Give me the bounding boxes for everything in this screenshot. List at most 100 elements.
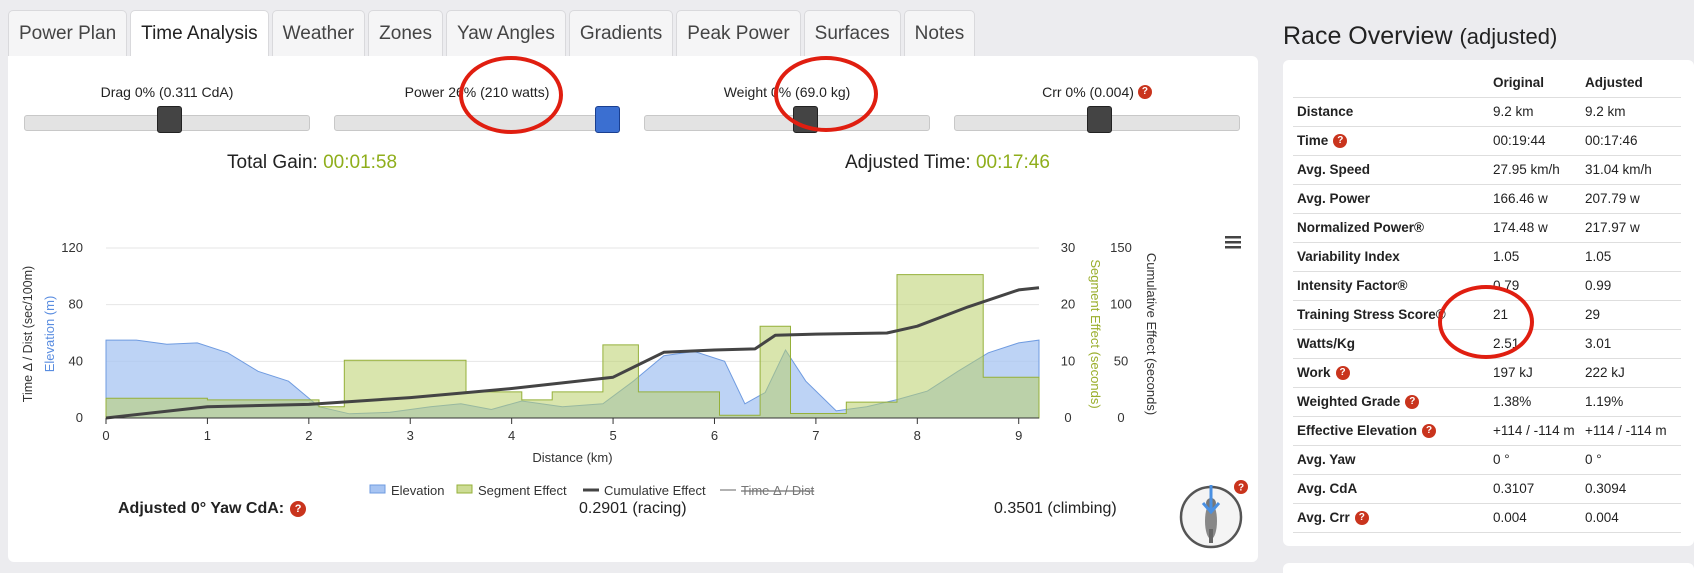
tab-zones[interactable]: Zones: [368, 10, 443, 56]
row-label: Avg. Yaw: [1297, 452, 1356, 467]
row-label: Work: [1297, 365, 1331, 380]
original-value: 0 °: [1489, 445, 1581, 475]
x-tick-label: 6: [711, 428, 718, 443]
table-header-row: Original Adjusted: [1293, 68, 1681, 98]
x-tick-label: 8: [914, 428, 921, 443]
panel-below: [1283, 563, 1694, 573]
help-icon[interactable]: ?: [1405, 394, 1420, 409]
tab-surfaces[interactable]: Surfaces: [803, 10, 901, 56]
cda-racing: 0.2901 (racing): [579, 500, 687, 517]
row-label: Effective Elevation: [1297, 423, 1418, 438]
race-overview-panel: Original Adjusted Distance 9.2 km 9.2 km Ti…: [1283, 60, 1694, 546]
legend-item[interactable]: Elevation: [369, 483, 444, 498]
cumulative-effect-line: [105, 286, 1040, 420]
original-value: 9.2 km: [1489, 97, 1581, 127]
adjusted-value: 0.99: [1581, 271, 1681, 301]
y-right1-tick-label: 0: [1064, 410, 1071, 425]
legend-item[interactable]: Time Δ / Dist: [720, 483, 815, 498]
legend-item[interactable]: Segment Effect: [456, 483, 567, 498]
tab-yaw-angles[interactable]: Yaw Angles: [445, 10, 566, 56]
adjusted-value: 1.19%: [1581, 387, 1681, 417]
table-row: Avg. Yaw 0 ° 0 °: [1293, 445, 1681, 475]
crr-slider-thumb[interactable]: [1087, 106, 1113, 133]
original-value: 174.48 w: [1489, 213, 1581, 243]
adjusted-value: +114 / -114 m: [1581, 416, 1681, 446]
original-value: 0.004: [1489, 503, 1581, 533]
svg-text:?: ?: [1238, 483, 1244, 494]
original-value: 1.05: [1489, 242, 1581, 272]
tab-notes[interactable]: Notes: [903, 10, 976, 56]
table-row: Avg. Speed 27.95 km/h 31.04 km/h: [1293, 155, 1681, 185]
row-label: Time: [1297, 133, 1329, 148]
original-value: 197 kJ: [1489, 358, 1581, 388]
x-tick-label: 3: [407, 428, 414, 443]
crr-help-icon[interactable]: ?: [1137, 85, 1152, 99]
column-adjusted: Adjusted: [1581, 68, 1681, 98]
y-left-axis-label: Time Δ / Dist (sec/100m): [21, 266, 35, 402]
power-slider-track[interactable]: [334, 115, 620, 131]
y-left-tick-label: 120: [61, 240, 83, 255]
original-value: 00:19:44: [1489, 126, 1581, 156]
table-row: Avg. Power 166.46 w 207.79 w: [1293, 184, 1681, 214]
table-row: Watts/Kg 2.51 3.01: [1293, 329, 1681, 359]
adjusted-value: 9.2 km: [1581, 97, 1681, 127]
tab-time-analysis[interactable]: Time Analysis: [130, 10, 269, 57]
chart-menu-icon[interactable]: [1225, 236, 1241, 249]
row-label: Avg. Crr: [1297, 510, 1350, 525]
original-value: 166.46 w: [1489, 184, 1581, 214]
table-row: Avg. CdA 0.3107 0.3094: [1293, 474, 1681, 504]
weight-slider-thumb[interactable]: [792, 106, 818, 133]
drag-slider-label: Drag 0% (0.311 CdA): [100, 84, 234, 100]
legend-swatch: [456, 484, 473, 494]
power-slider-thumb[interactable]: [595, 106, 620, 133]
tab-weather[interactable]: Weather: [271, 10, 366, 56]
table-row: Avg. Crr? 0.004 0.004: [1293, 503, 1681, 533]
chart-legend: Elevation Segment Effect Cumulative Effect…: [369, 483, 815, 498]
drag-slider-thumb[interactable]: [157, 106, 183, 133]
x-tick-label: 5: [609, 428, 616, 443]
adjusted-value: 3.01: [1581, 329, 1681, 359]
original-value: 0.3107: [1489, 474, 1581, 504]
help-icon[interactable]: ?: [1335, 365, 1350, 380]
y-right2-tick-label: 150: [1110, 240, 1132, 255]
adjusted-value: 1.05: [1581, 242, 1681, 272]
help-icon[interactable]: ?: [1333, 133, 1348, 148]
time-analysis-chart: 0 40 80 120 0 10 20 30 0 50 100 150 0 1 2 3 4 5 6 7 8 9 Distan…: [21, 236, 1241, 498]
crr-slider-label: Crr 0% (0.004)?: [954, 82, 1240, 102]
total-gain: Total Gain: 00:01:58: [227, 152, 398, 173]
tab-gradients[interactable]: Gradients: [568, 10, 674, 56]
y-right2-tick-label: 100: [1110, 297, 1132, 312]
tab-power-plan[interactable]: Power Plan: [8, 10, 128, 56]
tab-peak-power[interactable]: Peak Power: [676, 10, 801, 56]
cda-help-icon[interactable]: ?: [290, 501, 307, 517]
adjusted-value: 29: [1581, 300, 1681, 330]
row-label: Distance: [1297, 104, 1354, 119]
legend-swatch: [369, 484, 386, 494]
power-slider-label: Power 26% (210 watts): [404, 84, 550, 100]
cumulative-effect-series: [105, 286, 1040, 420]
column-original: Original: [1489, 68, 1581, 98]
x-tick-label: 4: [508, 428, 515, 443]
table-row: Weighted Grade? 1.38% 1.19%: [1293, 387, 1681, 417]
adjusted-value: 0 °: [1581, 445, 1681, 475]
adjusted-value: 00:17:46: [1581, 126, 1681, 156]
help-icon[interactable]: ?: [1422, 423, 1437, 438]
row-label: Training Stress Score®: [1297, 307, 1446, 322]
table-row: Work? 197 kJ 222 kJ: [1293, 358, 1681, 388]
legend-label: Time Δ / Dist: [741, 483, 815, 498]
adjusted-value: 0.3094: [1581, 474, 1681, 504]
y-right1-axis-label: Segment Effect (seconds): [1088, 259, 1103, 408]
help-icon[interactable]: ?: [1354, 510, 1369, 525]
y-elevation-axis-label: Elevation (m): [42, 296, 57, 373]
row-label: Variability Index: [1297, 249, 1400, 264]
row-label: Avg. Power: [1297, 191, 1371, 206]
legend-item[interactable]: Cumulative Effect: [583, 483, 706, 498]
table-row: Distance 9.2 km 9.2 km: [1293, 97, 1681, 127]
adjusted-time-value: 00:17:46: [975, 152, 1050, 173]
y-right2-axis-label: Cumulative Effect (seconds): [1144, 253, 1159, 415]
y-right1-tick-label: 10: [1061, 353, 1075, 368]
x-tick-label: 7: [812, 428, 819, 443]
weight-slider-track[interactable]: [644, 115, 930, 131]
table-row: Variability Index 1.05 1.05: [1293, 242, 1681, 272]
rider-position-icon[interactable]: ?: [1178, 479, 1248, 549]
